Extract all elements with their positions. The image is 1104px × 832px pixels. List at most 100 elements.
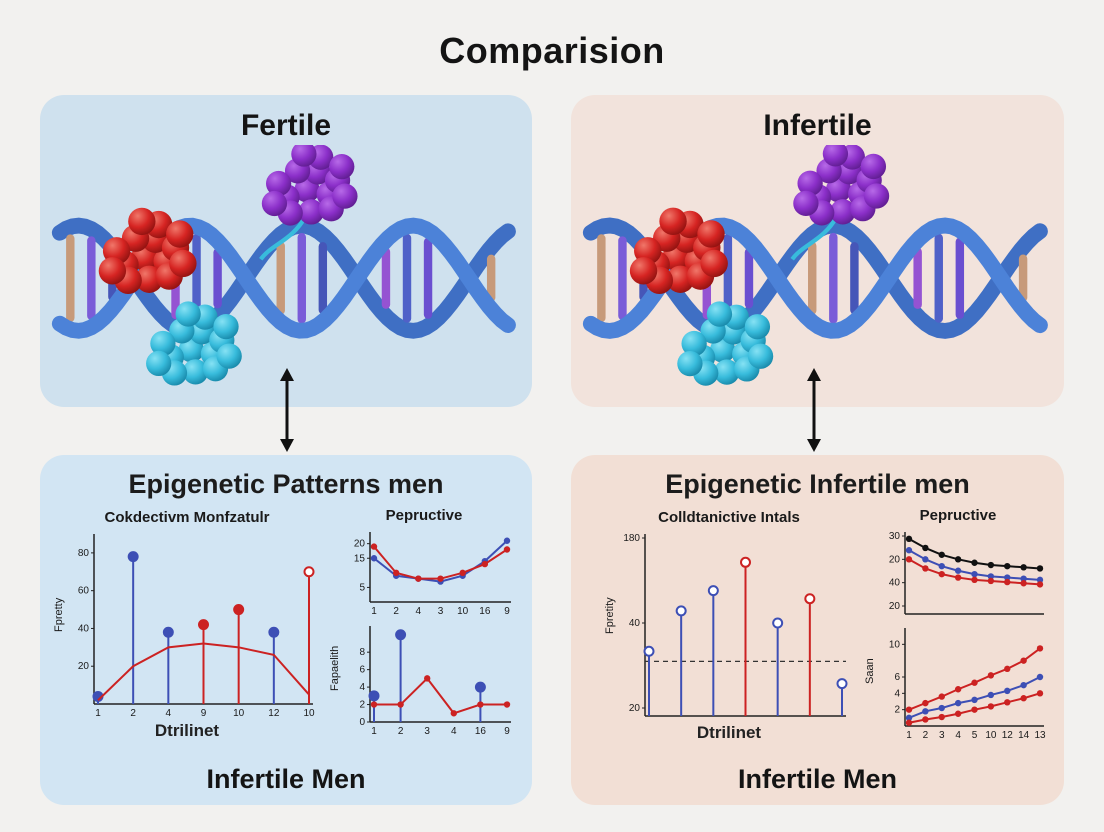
panel-infertile: Infertile	[571, 95, 1064, 407]
svg-text:4: 4	[166, 708, 172, 719]
svg-text:1: 1	[95, 708, 101, 719]
svg-text:30: 30	[889, 531, 901, 542]
svg-text:14: 14	[1018, 730, 1030, 741]
chart-x-axis-label: Dtrilinet	[696, 723, 762, 742]
panel-fertile: Fertile	[40, 95, 532, 407]
svg-text:6: 6	[894, 672, 900, 683]
chart-y-axis-label: Saan	[864, 658, 876, 684]
chart-svg: 30 20 40 20	[889, 531, 1044, 615]
double-arrow-svg	[280, 368, 294, 452]
svg-text:8: 8	[359, 647, 365, 658]
svg-text:20: 20	[889, 554, 901, 565]
panel-fertile-title: Fertile	[240, 109, 332, 142]
chart-y-axis-label: Fpretty	[53, 597, 65, 633]
svg-text:16: 16	[479, 606, 491, 617]
chart-x-axis-label: Dtrilinet	[154, 721, 220, 740]
infertile-panel-footer: Infertile Men	[737, 764, 898, 794]
chart-plot-area: 4 10 2 6 1 2 3 4 5 10 12 14 13	[879, 623, 1049, 741]
svg-text:3: 3	[438, 606, 444, 617]
svg-text:2: 2	[894, 705, 900, 716]
svg-text:1: 1	[906, 730, 912, 741]
svg-text:15: 15	[354, 553, 366, 564]
dna-illustration-fertile	[44, 141, 528, 403]
chart-plot-area: 8 6 4 2 0 1 2 3 4 16 9	[344, 621, 516, 737]
svg-text:60: 60	[78, 586, 90, 597]
svg-text:10: 10	[457, 606, 469, 617]
dna-helix-svg	[51, 141, 516, 386]
chart-fertile-secondary: Fapaelith 8 6 4 2 0 1 2 3 4 16 9	[329, 621, 516, 737]
svg-text:13: 13	[1034, 730, 1046, 741]
svg-text:20: 20	[354, 539, 366, 550]
svg-text:2: 2	[130, 708, 136, 719]
chart-plot-area: 30 20 40 20	[879, 527, 1049, 619]
svg-text:12: 12	[1002, 730, 1014, 741]
dna-illustration-infertile	[575, 141, 1060, 403]
panel-infertile-title: Infertile	[763, 109, 872, 142]
chart-y-axis-label: Fapaelith	[329, 645, 341, 691]
svg-text:180: 180	[623, 533, 640, 544]
chart-svg: 8 6 4 2 01 2 3 4 16 9	[359, 626, 511, 737]
chart-svg: 180 40 20	[623, 533, 848, 717]
infertile-patterns-heading: Epigenetic Infertile men	[665, 469, 970, 499]
svg-text:10: 10	[889, 639, 901, 650]
panel-infertile-patterns: Epigenetic Infertile men Colldtanictive …	[571, 455, 1064, 805]
chart-plot-area: 20 15 5 1 2 4 3 10 16 9	[344, 527, 516, 617]
svg-text:4: 4	[451, 726, 457, 737]
fertile-panel-footer: Infertile Men	[206, 764, 366, 794]
svg-text:20: 20	[889, 601, 901, 612]
chart-plot-area: 80 60 40 20 1 2 4 9 10 12 10	[68, 529, 318, 719]
panel-fertile-patterns: Epigenetic Patterns men Cokdectivm Monfz…	[40, 455, 532, 805]
svg-text:2: 2	[393, 606, 399, 617]
chart-title: Pepructive	[385, 507, 463, 524]
chart-svg: 20 15 5 1 2 4 3 10 16 9	[354, 532, 511, 617]
chart-title: Cokdectivm Monfzatulr	[104, 509, 270, 526]
double-arrow-icon-fertile	[274, 368, 300, 452]
svg-text:2: 2	[923, 730, 929, 741]
double-arrow-svg	[807, 368, 821, 452]
chart-plot-area: 180 40 20	[619, 529, 851, 721]
svg-text:20: 20	[78, 661, 90, 672]
svg-text:4: 4	[894, 688, 900, 699]
svg-text:40: 40	[78, 623, 90, 634]
svg-text:6: 6	[359, 665, 365, 676]
svg-text:3: 3	[424, 726, 430, 737]
chart-infertile-reproductive: Pepructive 30 20 40 20	[867, 507, 1049, 619]
svg-text:1: 1	[371, 606, 377, 617]
chart-title: Pepructive	[919, 507, 997, 524]
fertile-patterns-heading: Epigenetic Patterns men	[128, 469, 444, 499]
dna-helix-svg	[582, 141, 1048, 386]
svg-text:1: 1	[371, 726, 377, 737]
svg-text:5: 5	[359, 582, 365, 593]
svg-text:9: 9	[504, 606, 510, 617]
svg-text:40: 40	[629, 618, 641, 629]
svg-text:4: 4	[955, 730, 961, 741]
double-arrow-icon-infertile	[801, 368, 827, 452]
svg-text:16: 16	[475, 726, 487, 737]
chart-fertile-frequency: Cokdectivm Monfzatulr Fpretty 80 60 40 20 1 2…	[53, 509, 318, 743]
svg-text:20: 20	[629, 703, 641, 714]
chart-y-axis-label: Fpretity	[604, 597, 616, 635]
svg-text:2: 2	[359, 700, 365, 711]
svg-text:5: 5	[972, 730, 978, 741]
main-title: Comparision	[439, 30, 665, 71]
svg-text:9: 9	[201, 708, 207, 719]
svg-text:40: 40	[889, 578, 901, 589]
svg-text:4: 4	[416, 606, 422, 617]
chart-title: Colldtanictive Intals	[658, 509, 800, 526]
svg-text:80: 80	[78, 548, 90, 559]
svg-text:0: 0	[359, 717, 365, 728]
svg-text:10: 10	[985, 730, 997, 741]
svg-text:2: 2	[398, 726, 404, 737]
svg-text:10: 10	[233, 708, 245, 719]
svg-text:4: 4	[359, 682, 365, 693]
svg-text:9: 9	[504, 726, 510, 737]
chart-infertile-secondary: Saan 4 10 2 6 1 2 3 4 5 10 12 14 13	[864, 623, 1049, 741]
svg-text:3: 3	[939, 730, 945, 741]
chart-infertile-frequency: Colldtanictive Intals Fpretity 180 40 20 D…	[604, 509, 851, 745]
svg-text:12: 12	[268, 708, 280, 719]
chart-fertile-reproductive: Pepructive 20 15 5 1 2 4 3 10 16 9	[332, 507, 516, 617]
svg-text:10: 10	[303, 708, 315, 719]
